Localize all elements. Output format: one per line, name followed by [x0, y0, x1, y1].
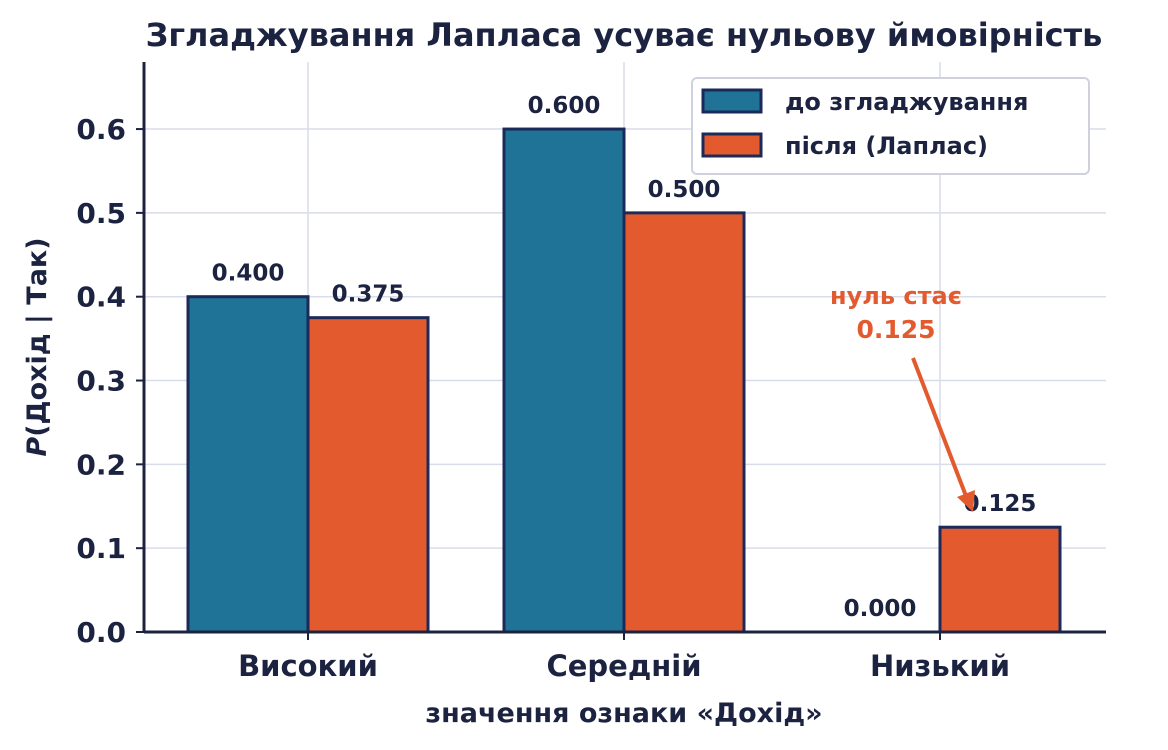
y-axis-label-italic: P — [22, 437, 53, 457]
annotation-arrow-shaft — [911, 357, 968, 497]
annotation-line1: нуль стає — [830, 282, 962, 310]
x-axis-label: значення ознаки «Дохід» — [425, 698, 822, 729]
y-tick-label: 0.2 — [76, 448, 126, 481]
annotation: нуль стає 0.125 — [830, 282, 975, 512]
legend-label-before: до згладжування — [785, 88, 1028, 116]
y-axis-label: P(Дохід | Так) — [22, 237, 53, 456]
data-labels: 0.400 0.600 0.000 0.375 0.500 0.125 — [212, 93, 1037, 622]
bar-before-1 — [502, 127, 626, 634]
axes: 0.0 0.1 0.2 0.3 0.4 0.5 0.6 Високий Середній Низь… — [76, 62, 1106, 683]
legend-label-after: після (Лаплас) — [785, 132, 988, 160]
legend-swatch-before — [701, 88, 763, 114]
data-label-before-0: 0.400 — [212, 261, 285, 287]
y-tick-label: 0.3 — [76, 365, 126, 398]
bar-before-0 — [186, 295, 310, 634]
bar-after-1 — [622, 211, 746, 634]
data-label-after-2: 0.125 — [964, 491, 1037, 517]
annotation-line2: 0.125 — [856, 315, 935, 344]
data-label-before-1: 0.600 — [528, 93, 601, 119]
legend: до згладжування після (Лаплас) — [691, 77, 1090, 175]
x-tick-label: Високий — [238, 649, 378, 683]
y-tick-label: 0.0 — [76, 616, 126, 649]
data-label-after-0: 0.375 — [332, 282, 405, 308]
y-tick-label: 0.5 — [76, 197, 126, 230]
legend-swatch-after — [701, 132, 763, 158]
annotation-arrowhead — [957, 490, 975, 512]
bar-after-2 — [938, 525, 1062, 634]
y-axis-label-rest: (Дохід | Так) — [22, 237, 53, 436]
x-tick-label: Низький — [870, 649, 1010, 683]
data-label-before-2: 0.000 — [844, 596, 917, 622]
y-tick-label: 0.1 — [76, 532, 126, 565]
x-tick-label: Середній — [546, 649, 701, 683]
legend-box — [691, 77, 1090, 175]
y-tick-label: 0.6 — [76, 113, 126, 146]
chart-title: Згладжування Лапласа усуває нульову ймов… — [146, 16, 1103, 54]
bar-after-0 — [306, 316, 430, 634]
y-tick-label: 0.4 — [76, 281, 126, 314]
data-label-after-1: 0.500 — [648, 177, 721, 203]
